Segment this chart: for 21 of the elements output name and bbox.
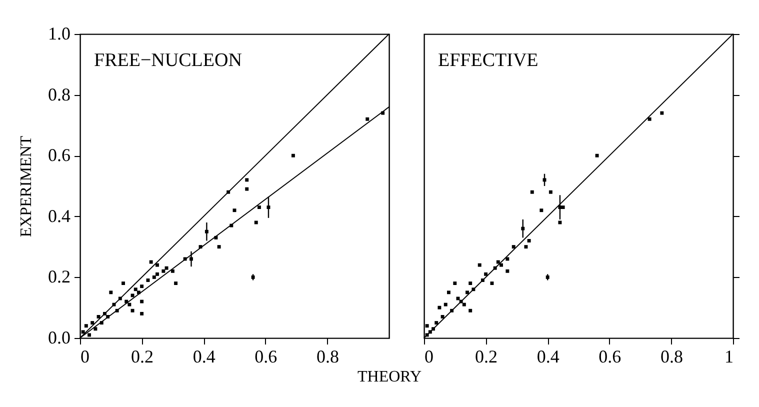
- x-tick-label: 0: [80, 346, 90, 366]
- y-tick-label: 0.6: [48, 145, 70, 166]
- y-tick-label: 0.4: [48, 206, 70, 226]
- y-axis-title: EXPERIMENT: [18, 136, 35, 238]
- y-tick-label: 1.0: [48, 24, 70, 44]
- annotation: FREE−NUCLEON: [94, 50, 242, 71]
- x-tick-label: 0: [424, 346, 434, 366]
- x-tick-label: 0.4: [536, 346, 560, 366]
- x-tick-label: 0.4: [192, 346, 216, 366]
- x-tick-label: 0.6: [598, 346, 622, 366]
- x-tick-label: 0.8: [316, 346, 339, 366]
- x-axis-title: THEORY: [358, 368, 422, 386]
- y-tick-label: 0.0: [48, 328, 70, 348]
- x-tick-label: 0.2: [131, 346, 154, 366]
- y-tick-label: 0.2: [48, 266, 70, 287]
- annotation: EFFECTIVE: [438, 50, 538, 71]
- x-tick-label: 1: [724, 346, 734, 366]
- x-tick-label: 0.6: [254, 346, 278, 366]
- y-tick-label: 0.8: [48, 84, 70, 104]
- x-tick-label: 0.8: [660, 346, 683, 366]
- x-tick-label: 0.2: [475, 346, 498, 366]
